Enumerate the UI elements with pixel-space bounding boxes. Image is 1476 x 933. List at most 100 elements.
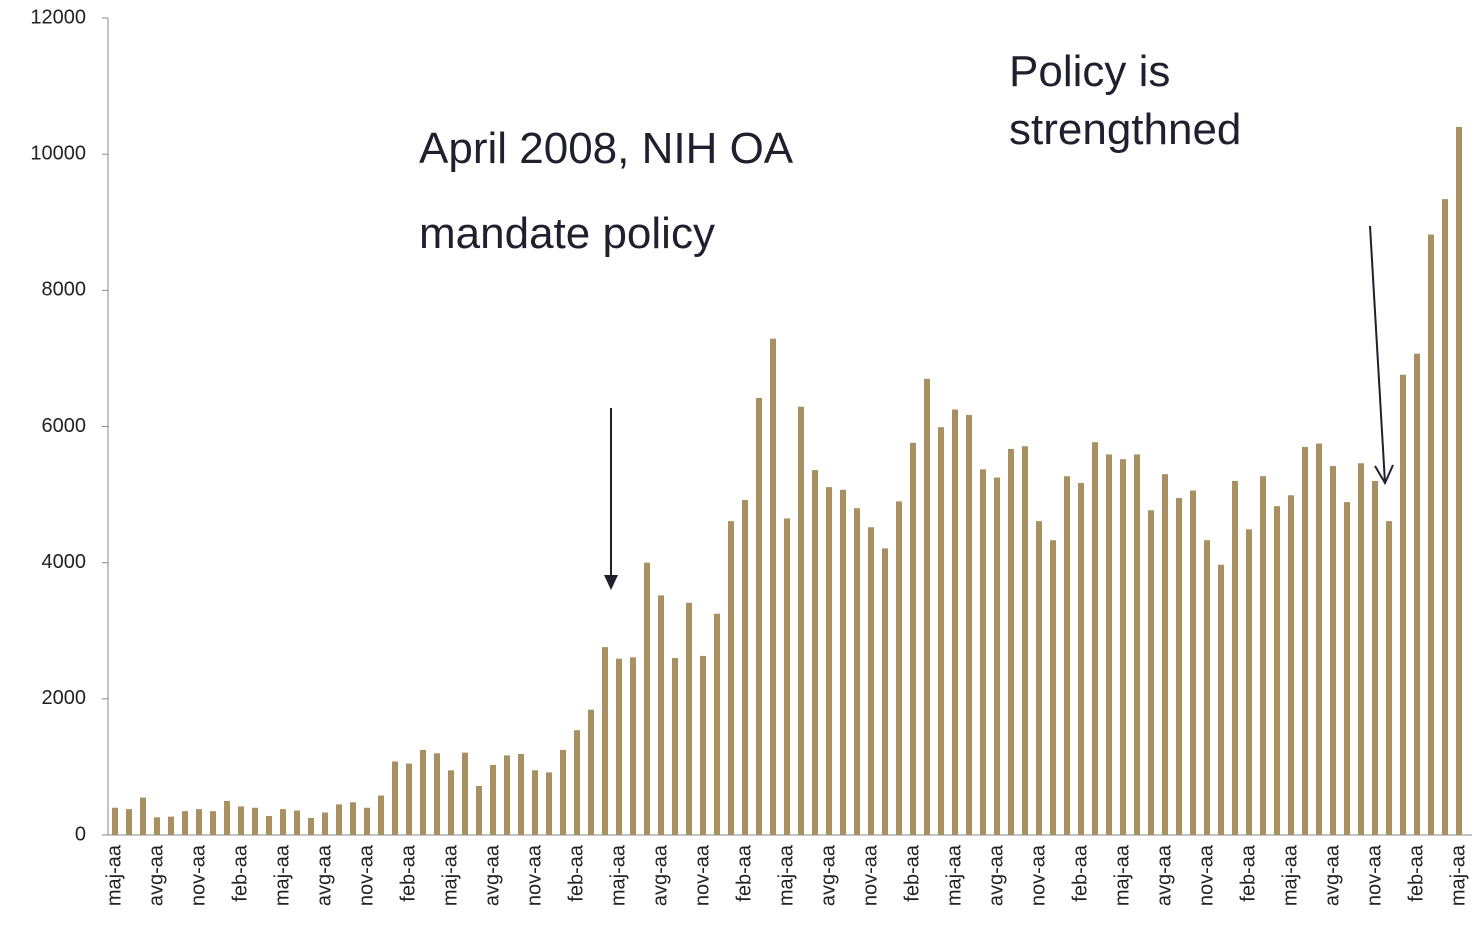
bar bbox=[546, 772, 552, 835]
bar bbox=[994, 477, 1000, 835]
bar bbox=[1190, 490, 1196, 835]
x-tick-label: feb-aa bbox=[1069, 844, 1091, 902]
bar bbox=[364, 807, 370, 835]
x-tick-label: maj-aa bbox=[607, 844, 629, 906]
bar bbox=[1316, 443, 1322, 835]
bar bbox=[336, 804, 342, 835]
x-tick-label: maj-aa bbox=[775, 844, 797, 906]
bar bbox=[280, 809, 286, 835]
bar bbox=[224, 800, 230, 835]
bar bbox=[294, 810, 300, 835]
bar bbox=[168, 816, 174, 835]
y-tick-label: 4000 bbox=[42, 551, 87, 573]
bar bbox=[560, 749, 566, 835]
bar bbox=[1400, 374, 1406, 835]
bar bbox=[686, 602, 692, 835]
bar bbox=[490, 764, 496, 835]
x-tick-label: feb-aa bbox=[565, 844, 587, 902]
y-tick-label: 0 bbox=[75, 823, 86, 845]
annotation-text: mandate policy bbox=[419, 209, 715, 258]
x-tick-label: feb-aa bbox=[229, 844, 251, 902]
annotation-text: April 2008, NIH OA bbox=[419, 124, 794, 173]
bar bbox=[112, 807, 118, 835]
bar bbox=[672, 657, 678, 835]
x-tick-label: maj-aa bbox=[103, 844, 125, 906]
bar bbox=[1330, 465, 1336, 835]
bar bbox=[182, 811, 188, 835]
bar bbox=[616, 658, 622, 835]
bar bbox=[1232, 480, 1238, 835]
bar bbox=[434, 753, 440, 835]
bar bbox=[210, 811, 216, 835]
y-tick-label: 2000 bbox=[42, 687, 87, 709]
x-tick-label: avg-aa bbox=[1321, 844, 1343, 906]
x-tick-label: avg-aa bbox=[1153, 844, 1175, 906]
y-tick-label: 6000 bbox=[42, 415, 87, 437]
x-tick-label: nov-aa bbox=[355, 844, 377, 906]
bar bbox=[1008, 448, 1014, 835]
bar bbox=[728, 521, 734, 835]
x-tick-label: maj-aa bbox=[439, 844, 461, 906]
bar bbox=[420, 749, 426, 835]
arrow-head bbox=[1374, 464, 1394, 486]
bar bbox=[602, 647, 608, 835]
bar bbox=[196, 809, 202, 835]
bar bbox=[1288, 495, 1294, 835]
x-tick-label: feb-aa bbox=[397, 844, 419, 902]
bar bbox=[1050, 540, 1056, 835]
bar bbox=[630, 657, 636, 835]
bar bbox=[378, 795, 384, 835]
bar bbox=[896, 501, 902, 835]
x-tick-label: avg-aa bbox=[649, 844, 671, 906]
bar bbox=[504, 755, 510, 835]
bar bbox=[1134, 454, 1140, 835]
bar bbox=[252, 807, 258, 835]
bar bbox=[924, 378, 930, 835]
bar bbox=[1218, 564, 1224, 835]
bar bbox=[868, 527, 874, 835]
bar bbox=[644, 562, 650, 835]
bar bbox=[742, 500, 748, 835]
bar bbox=[714, 613, 720, 835]
bar bbox=[588, 709, 594, 835]
bar bbox=[1428, 234, 1434, 835]
bar bbox=[980, 469, 986, 835]
bar bbox=[1358, 463, 1364, 835]
x-tick-label: nov-aa bbox=[1027, 844, 1049, 906]
bar bbox=[798, 406, 804, 835]
bar bbox=[882, 548, 888, 835]
bar bbox=[1106, 454, 1112, 835]
y-tick-label: 10000 bbox=[30, 142, 86, 164]
bar bbox=[518, 753, 524, 835]
bar bbox=[308, 817, 314, 835]
x-tick-label: maj-aa bbox=[943, 844, 965, 906]
bar bbox=[448, 770, 454, 835]
x-tick-label: feb-aa bbox=[901, 844, 923, 902]
x-tick-label: avg-aa bbox=[985, 844, 1007, 906]
bar bbox=[910, 442, 916, 835]
bar bbox=[658, 595, 664, 835]
bar bbox=[938, 427, 944, 835]
bar bbox=[1442, 199, 1448, 835]
y-tick-label: 8000 bbox=[42, 279, 87, 301]
annotation-arrow bbox=[1369, 225, 1386, 484]
x-tick-label: feb-aa bbox=[733, 844, 755, 902]
bar bbox=[1120, 459, 1126, 835]
bar bbox=[1176, 497, 1182, 835]
bar bbox=[952, 409, 958, 835]
x-tick-label: nov-aa bbox=[1195, 844, 1217, 906]
bar bbox=[1162, 474, 1168, 835]
bar bbox=[784, 518, 790, 835]
x-tick-label: maj-aa bbox=[1447, 844, 1469, 906]
bar bbox=[1302, 446, 1308, 835]
x-tick-label: nov-aa bbox=[1363, 844, 1385, 906]
x-tick-label: feb-aa bbox=[1405, 844, 1427, 902]
bar bbox=[1092, 442, 1098, 835]
bar bbox=[854, 508, 860, 835]
x-tick-label: nov-aa bbox=[859, 844, 881, 906]
bar bbox=[756, 397, 762, 835]
x-tick-label: nov-aa bbox=[523, 844, 545, 906]
x-tick-label: maj-aa bbox=[1111, 844, 1133, 906]
annotation-text: strengthned bbox=[1009, 105, 1241, 154]
